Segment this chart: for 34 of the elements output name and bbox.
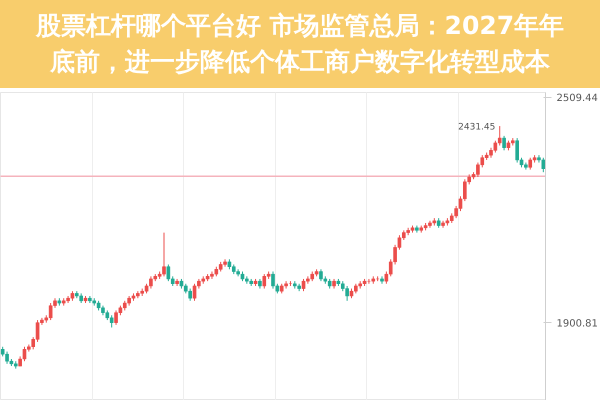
candlestick	[79, 292, 83, 304]
candlestick	[258, 278, 262, 290]
candlestick	[271, 271, 275, 290]
candlestick	[332, 278, 336, 290]
candlestick	[541, 157, 546, 173]
candlestick	[328, 278, 332, 290]
candlestick	[232, 264, 236, 275]
annotation: 2431.45	[458, 122, 496, 133]
y-tick-label: 1900.81	[556, 318, 598, 330]
candlestick	[506, 140, 510, 151]
candlestick	[166, 264, 170, 282]
candlestick	[319, 268, 323, 282]
candlestick	[345, 285, 349, 302]
candlestick	[214, 266, 218, 277]
candlestick	[110, 314, 114, 328]
y-tick-label: 2509.44	[556, 93, 598, 104]
candlestick	[350, 288, 354, 299]
candlestick	[310, 271, 314, 282]
candlestick	[162, 232, 166, 277]
candlestick	[218, 261, 223, 272]
candlestick	[280, 283, 284, 294]
candlestick	[105, 310, 110, 321]
candlestick	[228, 258, 232, 270]
candlestick	[502, 135, 506, 151]
candlestick	[192, 283, 196, 302]
candlestick	[302, 278, 306, 292]
candlestick	[436, 218, 441, 228]
candlestick	[180, 278, 184, 290]
candlestick	[262, 274, 266, 290]
chart-title: 股票杠杆哪个平台好 市场监管总局：2027年年底前，进一步降低个体工商户数字化转型成本	[34, 10, 566, 78]
candlestick	[188, 288, 192, 302]
candlestick	[528, 157, 532, 170]
candlestick	[240, 271, 244, 282]
candlestick	[122, 300, 127, 311]
